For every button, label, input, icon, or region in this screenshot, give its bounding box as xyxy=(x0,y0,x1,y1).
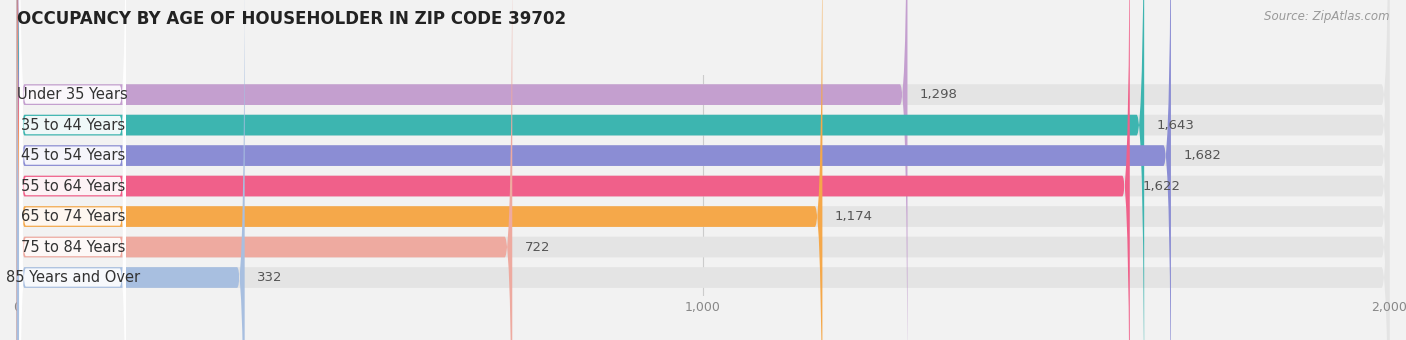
Text: OCCUPANCY BY AGE OF HOUSEHOLDER IN ZIP CODE 39702: OCCUPANCY BY AGE OF HOUSEHOLDER IN ZIP C… xyxy=(17,10,567,28)
FancyBboxPatch shape xyxy=(20,0,127,340)
Text: 1,622: 1,622 xyxy=(1142,180,1180,192)
FancyBboxPatch shape xyxy=(17,0,512,340)
FancyBboxPatch shape xyxy=(17,0,1389,340)
FancyBboxPatch shape xyxy=(17,0,245,340)
Text: Under 35 Years: Under 35 Years xyxy=(17,87,128,102)
FancyBboxPatch shape xyxy=(17,0,1389,340)
Text: 1,174: 1,174 xyxy=(835,210,873,223)
FancyBboxPatch shape xyxy=(17,0,907,340)
FancyBboxPatch shape xyxy=(17,0,1389,340)
Text: 35 to 44 Years: 35 to 44 Years xyxy=(21,118,125,133)
FancyBboxPatch shape xyxy=(17,0,1389,340)
Text: 332: 332 xyxy=(257,271,283,284)
FancyBboxPatch shape xyxy=(17,0,1389,340)
Text: 75 to 84 Years: 75 to 84 Years xyxy=(21,239,125,255)
Text: 1,643: 1,643 xyxy=(1157,119,1195,132)
Text: 45 to 54 Years: 45 to 54 Years xyxy=(21,148,125,163)
Text: 55 to 64 Years: 55 to 64 Years xyxy=(21,178,125,193)
FancyBboxPatch shape xyxy=(17,0,1144,340)
FancyBboxPatch shape xyxy=(17,0,1171,340)
FancyBboxPatch shape xyxy=(20,0,127,340)
Text: 722: 722 xyxy=(524,240,550,254)
Text: 65 to 74 Years: 65 to 74 Years xyxy=(21,209,125,224)
Text: 1,682: 1,682 xyxy=(1184,149,1222,162)
FancyBboxPatch shape xyxy=(17,0,823,340)
FancyBboxPatch shape xyxy=(17,0,1389,340)
Text: 85 Years and Over: 85 Years and Over xyxy=(6,270,139,285)
FancyBboxPatch shape xyxy=(20,0,127,340)
FancyBboxPatch shape xyxy=(17,0,1389,340)
FancyBboxPatch shape xyxy=(17,0,1130,340)
FancyBboxPatch shape xyxy=(20,0,127,340)
FancyBboxPatch shape xyxy=(20,12,127,340)
Text: Source: ZipAtlas.com: Source: ZipAtlas.com xyxy=(1264,10,1389,23)
Text: 1,298: 1,298 xyxy=(920,88,957,101)
FancyBboxPatch shape xyxy=(20,0,127,340)
FancyBboxPatch shape xyxy=(20,0,127,340)
